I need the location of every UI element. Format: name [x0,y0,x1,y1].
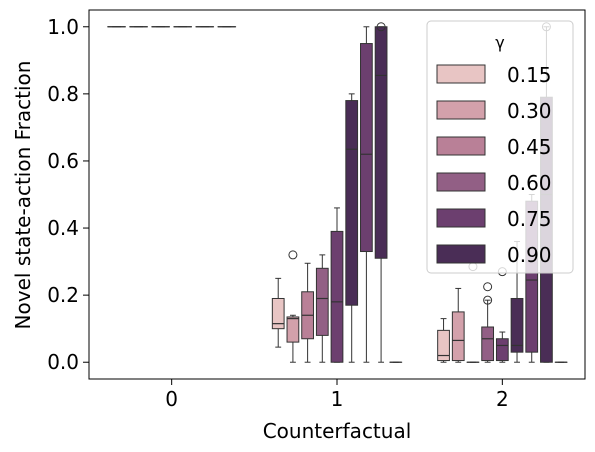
x-tick-label: 2 [496,387,509,411]
box-body [360,43,373,253]
legend-label: 0.15 [507,63,552,87]
legend-label: 0.90 [507,243,552,267]
box-body [345,100,359,306]
box-body [451,311,465,362]
box-2-4 [495,267,509,363]
box-body [286,316,300,343]
y-tick-label: 0.0 [47,350,79,374]
box-body [510,297,524,353]
y-tick-label: 0.8 [47,82,79,106]
legend-swatch [436,172,486,192]
outlier [376,22,386,32]
box-1-5 [345,93,359,363]
box-1-2 [301,262,314,363]
outlier [288,250,298,260]
box-1-3 [315,254,329,363]
box-2-1 [451,287,465,363]
box-body [437,329,450,362]
box-1-1 [286,250,300,363]
legend-title: γ [495,33,504,52]
x-tick-label: 1 [331,387,344,411]
box-body [374,26,388,259]
x-axis: 0 1 2 [165,379,509,411]
legend-label: 0.60 [507,171,552,195]
legend-swatch [436,136,486,156]
box-1-6 [360,26,373,363]
y-tick-label: 1.0 [47,15,79,39]
y-axis: 0.0 0.2 0.4 0.6 0.8 1.0 [47,15,89,374]
y-tick-label: 0.2 [47,283,79,307]
legend-swatch [436,244,486,264]
legend-swatch [436,100,486,120]
box-body [315,267,329,336]
outlier [483,295,493,305]
y-axis-label: Novel state-action Fraction [11,61,35,330]
box-2-3 [481,282,495,363]
box-1-4 [330,207,344,363]
box-body [271,297,285,330]
box-body [330,230,344,363]
outlier [483,282,493,292]
box-1-7 [374,22,388,363]
box-body [481,326,495,362]
y-tick-label: 0.4 [47,216,79,240]
legend-swatch [436,208,486,228]
legend-label: 0.30 [507,99,552,123]
box-body [495,338,509,362]
legend-label: 0.45 [507,135,552,159]
box-2-2 [466,262,480,363]
box-2-0 [437,318,450,363]
legend-label: 0.75 [507,207,552,231]
legend: γ0.15 0.30 0.45 0.60 0.75 0.90 [426,20,574,274]
x-tick-label: 0 [165,387,178,411]
y-tick-label: 0.6 [47,149,79,173]
box-1-0 [271,277,285,348]
x-axis-label: Counterfactual [263,419,412,443]
legend-swatch [436,64,486,84]
